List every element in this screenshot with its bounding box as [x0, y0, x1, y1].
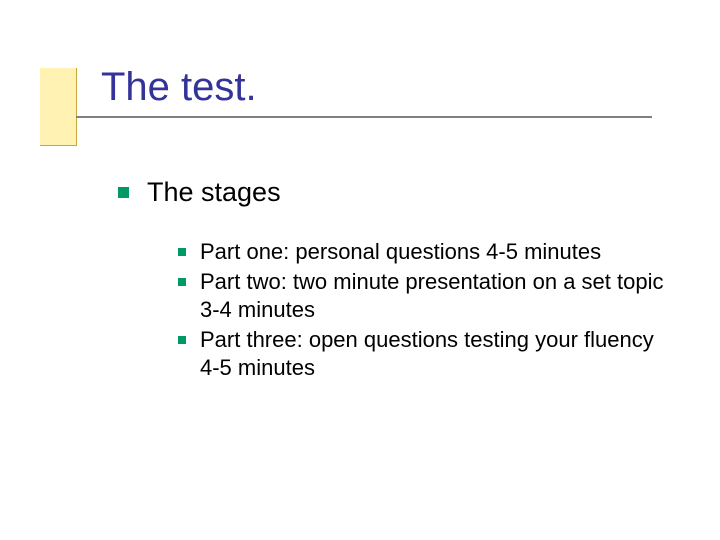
list-item: Part three: open questions testing your …	[178, 326, 678, 382]
list-item: Part one: personal questions 4-5 minutes	[178, 238, 678, 266]
slide-title: The test.	[101, 65, 257, 110]
list-item: Part two: two minute presentation on a s…	[178, 268, 678, 324]
title-accent-box	[40, 68, 77, 146]
content-area: The stages Part one: personal questions …	[118, 176, 678, 385]
level1-text: The stages	[147, 176, 281, 210]
square-bullet-icon	[178, 248, 186, 256]
title-underline	[76, 116, 652, 118]
level2-text: Part one: personal questions 4-5 minutes	[200, 238, 601, 266]
level2-text: Part three: open questions testing your …	[200, 326, 678, 382]
level2-text: Part two: two minute presentation on a s…	[200, 268, 678, 324]
square-bullet-icon	[178, 278, 186, 286]
list-item: The stages	[118, 176, 678, 210]
square-bullet-icon	[178, 336, 186, 344]
square-bullet-icon	[118, 187, 129, 198]
sublist: Part one: personal questions 4-5 minutes…	[178, 238, 678, 383]
